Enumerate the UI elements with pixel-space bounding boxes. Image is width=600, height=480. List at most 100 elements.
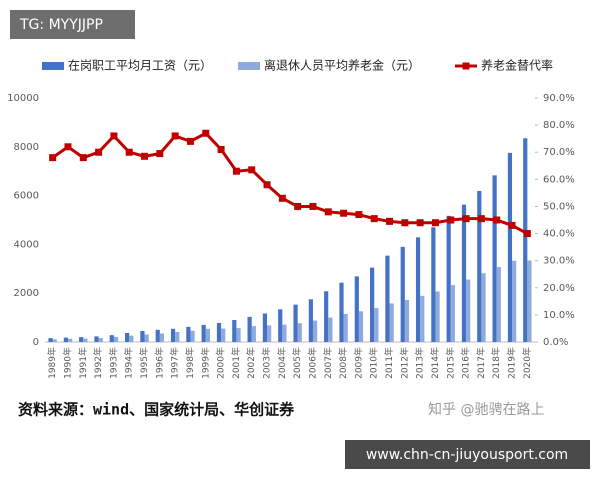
x-tick-label: 2017年 [475, 347, 487, 379]
x-tick-label: 1994年 [123, 347, 135, 379]
line-marker [248, 166, 256, 174]
x-tick-label: 1998年 [184, 347, 196, 379]
line-marker [64, 143, 72, 151]
bar [278, 309, 283, 342]
line-marker [141, 152, 149, 160]
y-tick-label: 6000 [14, 191, 39, 202]
bar [205, 328, 210, 342]
line-marker [95, 148, 103, 156]
legend-label: 离退休人员平均养老金（元） [264, 58, 420, 73]
bar [308, 299, 313, 342]
y-tick-label: 2000 [14, 288, 39, 299]
line-marker [355, 211, 363, 219]
line-marker [110, 132, 118, 140]
x-tick-label: 1993年 [107, 347, 119, 379]
bar [477, 190, 482, 342]
bar [389, 303, 394, 342]
line-marker [386, 217, 394, 225]
bar [435, 291, 440, 342]
x-tick-label: 2001年 [230, 347, 242, 379]
bar [159, 333, 165, 342]
bar [83, 338, 88, 342]
x-tick-label: 2000年 [215, 347, 227, 379]
line-marker [523, 230, 531, 238]
tag: TG: MYYJJPP [19, 17, 103, 33]
bar [527, 260, 532, 342]
x-tick-label: 2002年 [245, 347, 257, 379]
bar [450, 285, 455, 342]
x-tick-label: 1990年 [61, 347, 73, 379]
line-marker [416, 219, 424, 227]
line-marker [186, 137, 194, 145]
bar [374, 308, 379, 342]
y2-tick-label: 50.0% [543, 201, 575, 212]
x-tick-label: 2014年 [429, 347, 441, 379]
line-marker [508, 221, 516, 229]
x-tick-label: 1992年 [92, 347, 104, 379]
y2-tick-label: 90.0% [543, 93, 575, 104]
line-marker [447, 216, 455, 224]
source: 资料来源：wind、国家统计局、华创证券 [18, 401, 295, 419]
x-tick-label: 2019年 [506, 347, 518, 379]
tag-box [10, 10, 135, 39]
x-tick-label: 2007年 [322, 347, 334, 379]
bar [129, 335, 134, 342]
bar [512, 260, 517, 342]
bar [170, 328, 176, 342]
bar [431, 227, 436, 342]
x-tick-label: 2009年 [352, 347, 364, 379]
bar [354, 276, 359, 342]
line-marker [324, 208, 332, 216]
x-tick-label: 2010年 [368, 347, 380, 379]
x-tick-label: 1999年 [199, 347, 211, 379]
bar [481, 273, 486, 342]
bar [190, 330, 195, 342]
x-tick-label: 2012年 [398, 347, 410, 379]
legend-swatch [42, 62, 64, 70]
y-tick-label: 10000 [7, 93, 39, 104]
x-tick-label: 2013年 [414, 347, 426, 379]
bar [201, 324, 206, 342]
bar [232, 320, 237, 342]
bar [404, 300, 410, 342]
bar [221, 328, 226, 342]
bar [324, 291, 329, 342]
line-marker [202, 129, 210, 137]
x-tick-label: 2020年 [521, 347, 533, 379]
bar [293, 304, 298, 342]
bar [262, 313, 268, 342]
bar [328, 317, 333, 342]
x-tick-label: 2006年 [306, 347, 318, 379]
bar [48, 338, 53, 342]
line-marker [370, 215, 378, 223]
watermark: 知乎 @驰骋在路上 [428, 401, 544, 418]
x-tick-label: 1997年 [169, 347, 181, 379]
bar [446, 215, 451, 342]
x-tick-label: 2016年 [460, 347, 472, 379]
bar [140, 331, 145, 342]
y2-tick-label: 20.0% [543, 283, 575, 294]
bar [461, 204, 467, 342]
y2-tick-label: 30.0% [543, 256, 575, 267]
line-marker [79, 154, 87, 162]
line-marker [340, 209, 348, 217]
y2-tick-label: 80.0% [543, 120, 575, 131]
line-marker [217, 146, 225, 154]
bar [63, 337, 68, 342]
line-marker [401, 219, 409, 227]
bar [216, 322, 222, 342]
x-tick-label: 1989年 [46, 347, 58, 379]
line-marker [309, 202, 317, 210]
line-marker [156, 150, 164, 158]
bar [251, 326, 256, 342]
bar [370, 267, 375, 342]
bar [523, 138, 528, 342]
bar [358, 311, 364, 342]
bar [385, 255, 390, 342]
x-tick-label: 1995年 [138, 347, 150, 379]
line-marker [49, 154, 57, 162]
legend-swatch [238, 62, 260, 70]
x-tick-label: 2008年 [337, 347, 349, 379]
